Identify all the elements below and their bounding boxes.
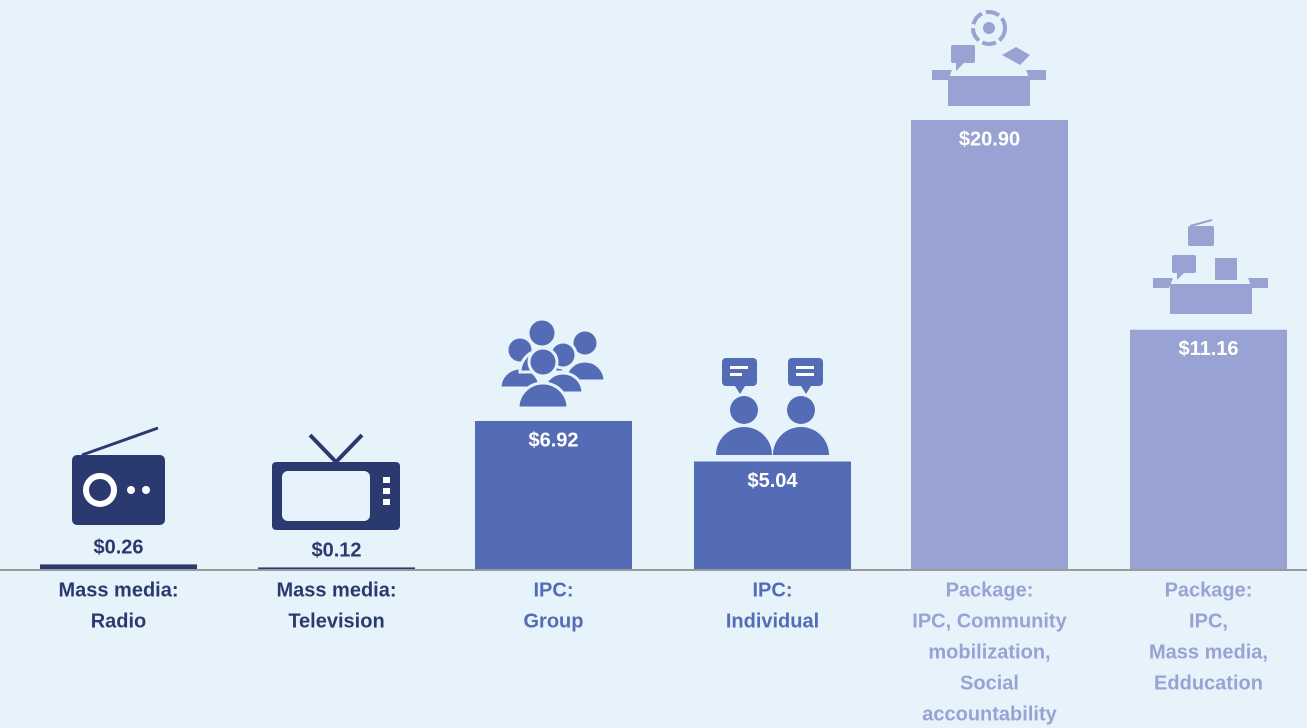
bar: [1130, 329, 1287, 570]
bar: [475, 421, 632, 570]
category-label: accountability: [922, 703, 1057, 725]
group-icon: [498, 317, 607, 410]
category-label: mobilization,: [928, 641, 1050, 663]
category-label: Radio: [91, 610, 147, 632]
value-label: $0.26: [93, 537, 143, 559]
category-label: Group: [524, 610, 584, 632]
package-icon: [1153, 219, 1268, 314]
value-label: $5.04: [747, 470, 798, 492]
category-label: Mass media:: [58, 579, 178, 601]
value-label: $11.16: [1178, 338, 1238, 360]
bar: [258, 567, 415, 571]
category-label: Package:: [946, 579, 1034, 601]
category-label: IPC:: [753, 579, 793, 601]
value-label: $0.12: [311, 540, 361, 562]
bar: [694, 461, 851, 570]
category-label: Social: [960, 672, 1019, 694]
category-label: Mass media,: [1149, 641, 1268, 663]
tv-icon: [272, 433, 400, 530]
radio-icon: [72, 426, 165, 525]
category-label: IPC,: [1189, 610, 1228, 632]
bar: [911, 120, 1068, 570]
bar: [40, 564, 197, 570]
package-icon: [932, 10, 1046, 106]
category-label: Package:: [1165, 579, 1253, 601]
category-label: Individual: [726, 610, 819, 632]
category-label: Television: [288, 610, 384, 632]
individual-icon: [716, 358, 829, 455]
category-label: Edducation: [1154, 672, 1263, 694]
value-label: $20.90: [959, 128, 1020, 150]
category-label: Mass media:: [276, 579, 396, 601]
value-label: $6.92: [528, 429, 578, 451]
category-label: IPC:: [534, 579, 574, 601]
category-label: IPC, Community: [912, 610, 1067, 632]
